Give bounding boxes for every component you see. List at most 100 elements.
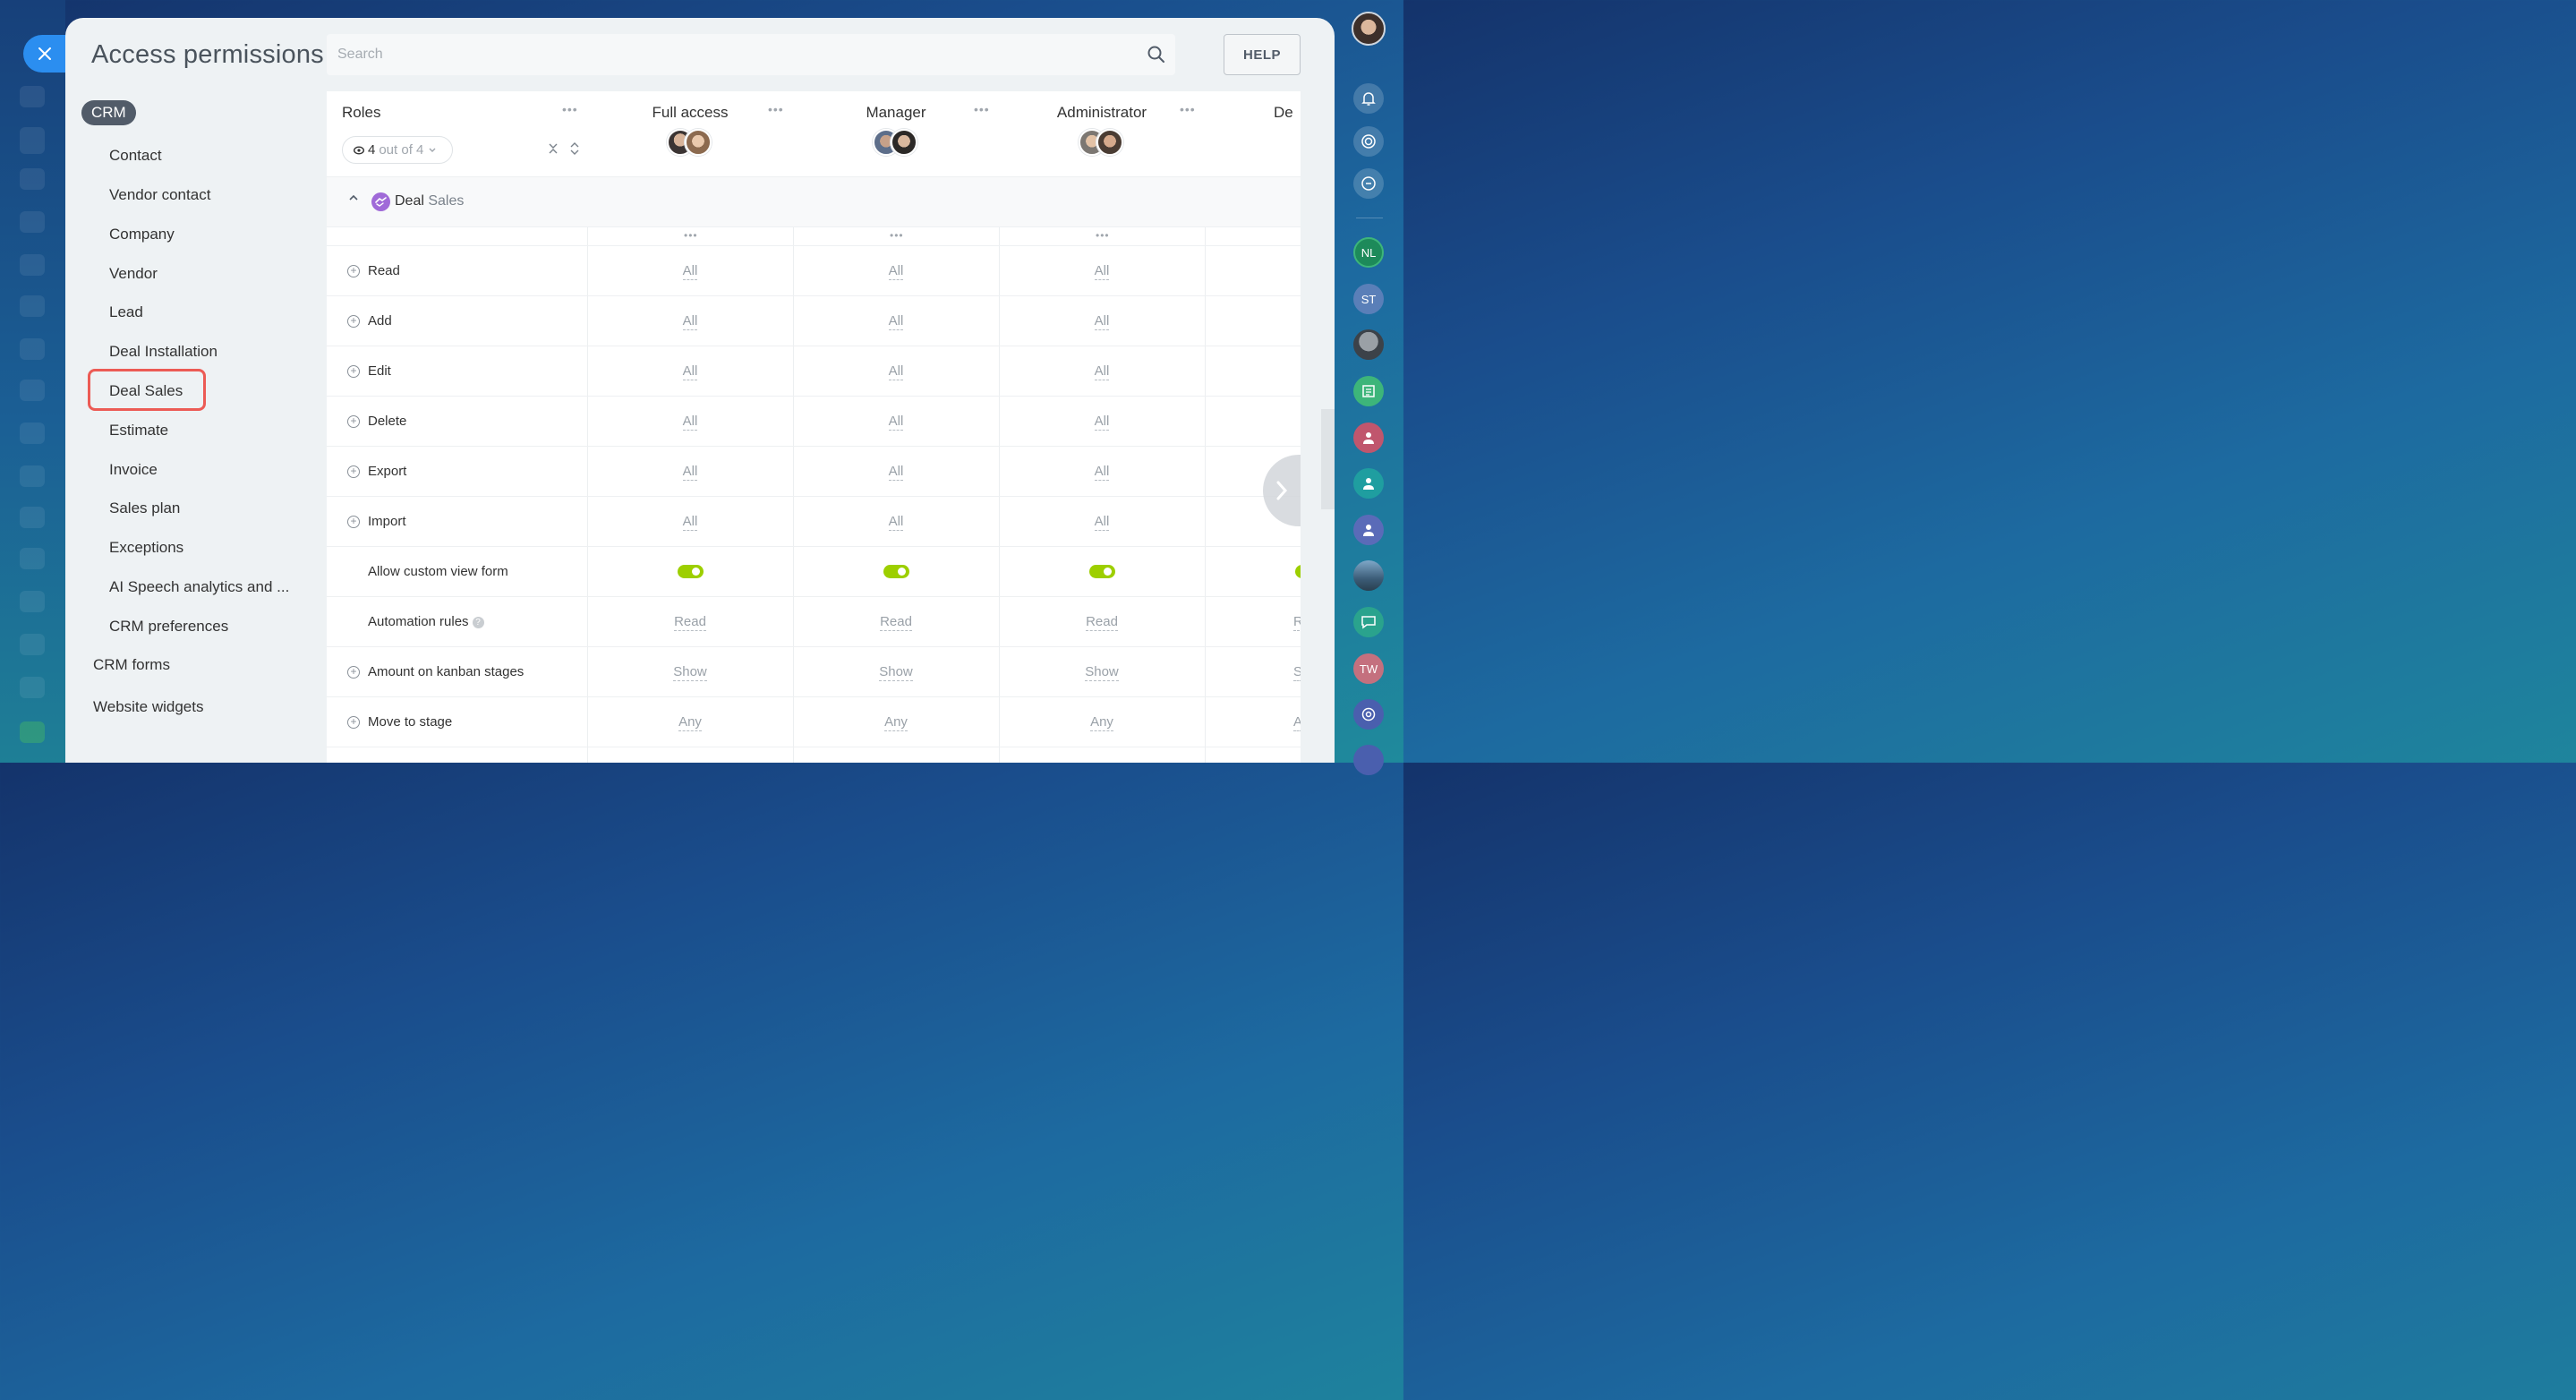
role-more-icon[interactable]: ••• [974, 102, 990, 116]
permission-cell[interactable]: Read [1086, 614, 1118, 631]
document-icon[interactable] [1353, 376, 1384, 406]
sidebar-item-estimate[interactable]: Estimate [109, 422, 169, 439]
permission-cell[interactable]: All [682, 414, 698, 431]
permission-cell[interactable]: Read [880, 614, 912, 631]
permission-cell[interactable]: All [888, 313, 904, 330]
permission-cell[interactable]: Any [678, 714, 702, 731]
help-button[interactable]: HELP [1224, 34, 1301, 75]
copilot-icon[interactable] [1353, 745, 1384, 775]
sidebar-item-contact[interactable]: Contact [109, 147, 162, 164]
column-options-icon[interactable]: ••• [1096, 229, 1110, 242]
expand-plus-icon[interactable]: + [347, 716, 360, 729]
column-options-icon[interactable]: ••• [890, 229, 904, 242]
collapse-all-icon[interactable] [548, 142, 559, 155]
permission-cell[interactable]: All [888, 464, 904, 481]
sidebar-section-crm[interactable]: CRM [81, 100, 136, 125]
roles-more-icon[interactable]: ••• [562, 102, 578, 116]
chevron-up-icon[interactable] [348, 193, 359, 202]
help-question-icon[interactable]: ? [472, 617, 484, 628]
avatar-nl[interactable]: NL [1353, 237, 1384, 268]
access-permissions-panel: Access permissions HELP CRM Contact Vend… [65, 18, 1335, 763]
group-chat-icon[interactable] [1353, 468, 1384, 499]
column-options-icon[interactable]: ••• [684, 229, 698, 242]
avatar[interactable] [1353, 560, 1384, 591]
expand-plus-icon[interactable]: + [347, 315, 360, 328]
sidebar-item-crm-preferences[interactable]: CRM preferences [109, 618, 229, 635]
permission-cell-partial[interactable]: R [1293, 614, 1301, 631]
permission-cell[interactable]: Show [673, 664, 707, 681]
permission-cell[interactable]: All [888, 514, 904, 531]
permission-cell[interactable]: All [888, 263, 904, 280]
roles-filter-button[interactable]: 4 out of 4 [342, 136, 453, 164]
permission-cell[interactable]: Show [879, 664, 913, 681]
target-icon[interactable] [1353, 126, 1384, 157]
role-header-partial[interactable]: De [1274, 104, 1293, 121]
permission-cell[interactable]: All [1094, 363, 1110, 380]
sidebar-item-vendor-contact[interactable]: Vendor contact [109, 186, 211, 203]
permission-cell[interactable]: All [1094, 414, 1110, 431]
permission-toggle[interactable] [883, 565, 909, 578]
permission-cell[interactable]: All [682, 263, 698, 280]
expand-plus-icon[interactable]: + [347, 265, 360, 277]
permission-cell[interactable]: All [682, 313, 698, 330]
copilot-icon[interactable] [1353, 699, 1384, 730]
scrollbar[interactable] [1321, 409, 1335, 509]
group-chat-icon[interactable] [1353, 515, 1384, 545]
expand-plus-icon[interactable]: + [347, 365, 360, 378]
role-more-icon[interactable]: ••• [1180, 102, 1196, 116]
sidebar-item-vendor[interactable]: Vendor [109, 265, 158, 282]
permission-cell[interactable]: All [682, 514, 698, 531]
table-row-automation-rules: Automation rules? Read Read Read R [327, 597, 1301, 647]
permission-cell-partial[interactable]: S [1293, 664, 1301, 681]
expand-plus-icon[interactable]: + [347, 516, 360, 528]
permission-cell[interactable]: All [682, 464, 698, 481]
role-header-full-access[interactable]: Full access [652, 104, 729, 121]
close-slider-button[interactable] [23, 35, 65, 73]
permission-toggle[interactable] [1295, 565, 1301, 578]
permission-cell[interactable]: All [1094, 464, 1110, 481]
user-avatar[interactable] [1352, 12, 1386, 46]
permission-cell[interactable]: Read [674, 614, 706, 631]
search-input[interactable] [337, 45, 1125, 64]
permission-toggle[interactable] [678, 565, 704, 578]
sidebar-item-deal-installation[interactable]: Deal Installation [109, 343, 218, 360]
permission-cell[interactable]: Show [1085, 664, 1119, 681]
avatar-tw[interactable]: TW [1353, 653, 1384, 684]
sidebar-section-crm-forms[interactable]: CRM forms [93, 656, 170, 673]
message-icon[interactable] [1353, 607, 1384, 637]
sidebar-item-deal-sales[interactable]: Deal Sales [109, 382, 183, 399]
expand-all-icon[interactable] [569, 142, 580, 155]
section-header-deal-sales[interactable]: Deal Sales [327, 177, 1301, 227]
permission-cell[interactable]: All [888, 414, 904, 431]
expand-plus-icon[interactable]: + [347, 415, 360, 428]
expand-plus-icon[interactable]: + [347, 666, 360, 679]
sidebar-item-exceptions[interactable]: Exceptions [109, 539, 184, 556]
sidebar-item-ai-speech-analytics[interactable]: AI Speech analytics and ... [109, 578, 290, 595]
permission-cell[interactable]: All [682, 363, 698, 380]
permission-cell[interactable]: All [888, 363, 904, 380]
search-icon[interactable] [1147, 45, 1166, 64]
chat-search-icon[interactable] [1353, 168, 1384, 199]
sidebar-item-sales-plan[interactable]: Sales plan [109, 499, 181, 516]
avatar-st[interactable]: ST [1353, 284, 1384, 314]
permission-cell[interactable]: All [1094, 514, 1110, 531]
expand-plus-icon[interactable]: + [347, 465, 360, 478]
permission-cell[interactable]: All [1094, 263, 1110, 280]
role-more-icon[interactable]: ••• [768, 102, 784, 116]
collapse-expand-controls[interactable] [548, 142, 580, 158]
role-header-manager[interactable]: Manager [866, 104, 926, 121]
avatar[interactable] [1353, 329, 1384, 360]
role-header-administrator[interactable]: Administrator [1056, 104, 1147, 121]
sidebar-item-invoice[interactable]: Invoice [109, 461, 158, 478]
permission-cell[interactable]: Any [884, 714, 908, 731]
permission-cell-partial[interactable]: A [1293, 714, 1301, 731]
sidebar-section-website-widgets[interactable]: Website widgets [93, 698, 204, 715]
bell-icon[interactable] [1353, 83, 1384, 114]
group-chat-icon[interactable] [1353, 423, 1384, 453]
sidebar-item-company[interactable]: Company [109, 226, 175, 243]
permission-toggle[interactable] [1089, 565, 1115, 578]
sidebar-item-lead[interactable]: Lead [109, 303, 143, 320]
search-box[interactable] [327, 34, 1175, 75]
permission-cell[interactable]: All [1094, 313, 1110, 330]
permission-cell[interactable]: Any [1090, 714, 1113, 731]
